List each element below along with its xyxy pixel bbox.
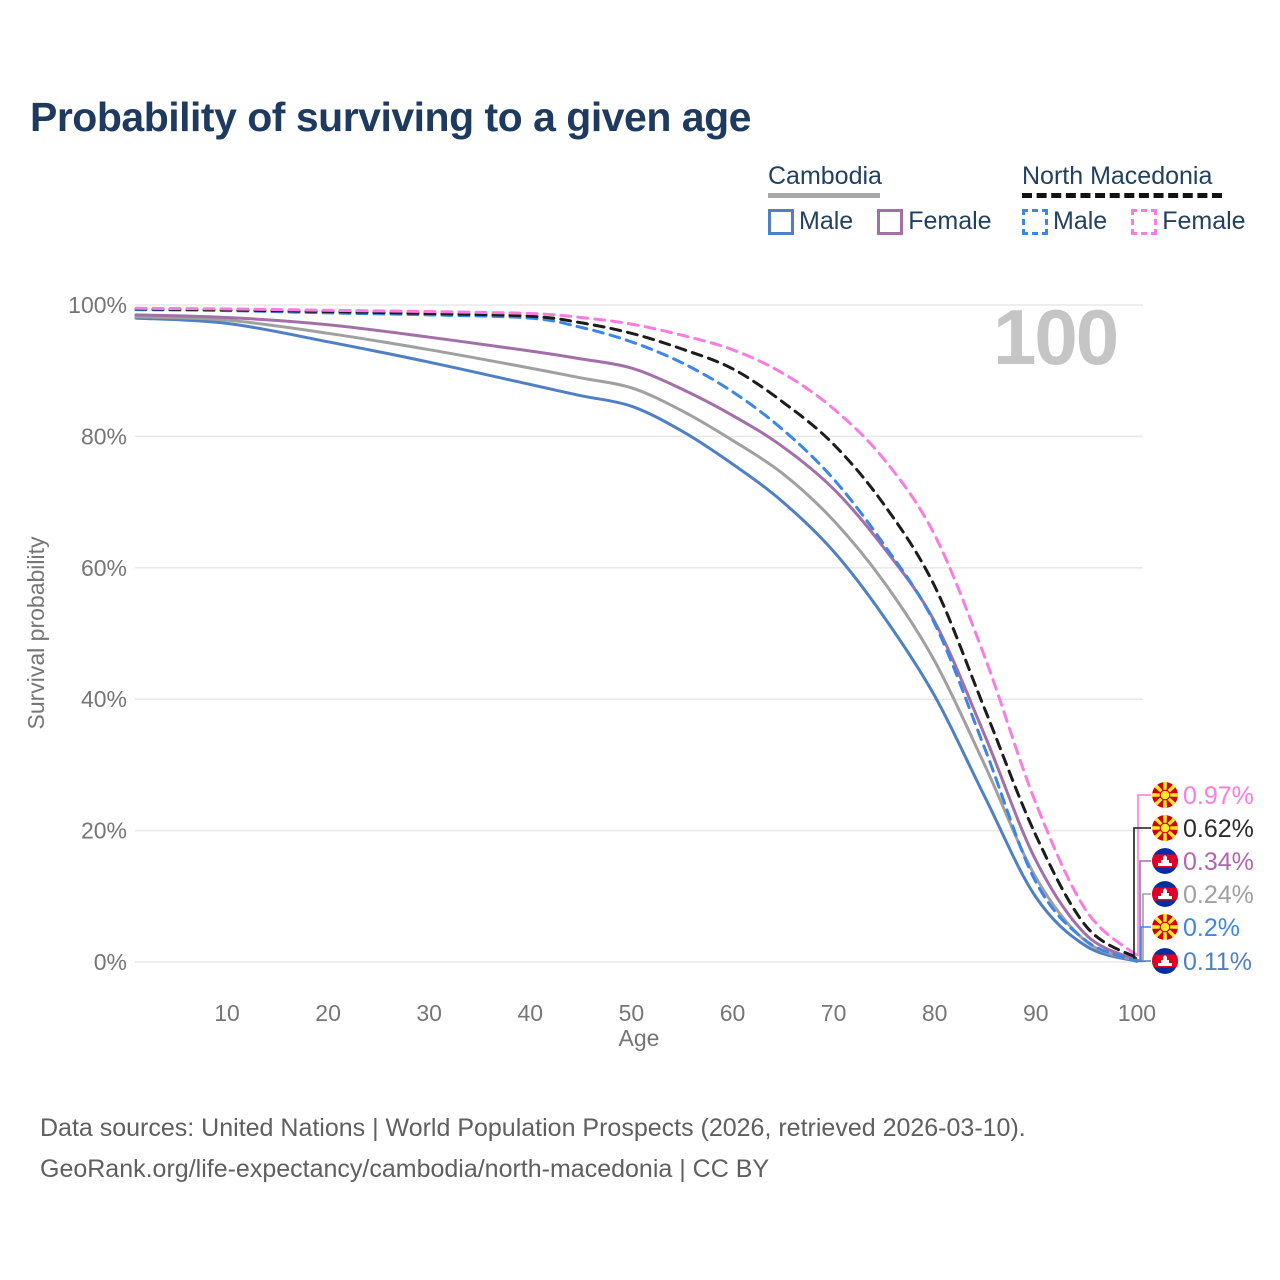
series-line-north-macedonia-overall [134,307,1139,960]
end-value-label-cambodia-overall: 0.24% [1183,881,1254,909]
end-value-label-north-macedonia-overall: 0.62% [1183,815,1254,843]
leader-line-north-macedonia-overall [1133,827,1151,959]
legend-country-label: Cambodia [768,162,882,190]
footer: Data sources: United Nations | World Pop… [40,1108,1026,1190]
series-line-cambodia-female [134,313,1139,962]
data-sources-text: Data sources: United Nations | World Pop… [40,1114,1026,1142]
legend-country-line-sample [768,193,880,198]
legend-item-label: Male [1053,207,1108,235]
y-axis-tick-labels: 0% 20% 40% 60% 80% 100% [68,292,127,975]
x-tick-label: 80 [922,1000,948,1026]
y-tick-label: 20% [81,818,127,844]
x-tick-label: 20 [315,1000,341,1026]
line-swatch-icon [1022,208,1048,235]
leader-line-north-macedonia-male [1136,926,1151,962]
series-line-cambodia-overall [134,315,1139,962]
series-line-cambodia-male [134,316,1139,963]
age-watermark: 100 [993,293,1119,381]
line-swatch-icon [1131,208,1158,235]
legend-country-line-sample [1022,193,1222,198]
y-axis-title: Survival probability [23,536,49,730]
y-tick-label: 100% [68,292,127,318]
y-tick-label: 80% [81,423,127,449]
x-tick-label: 60 [720,1000,746,1026]
x-tick-label: 40 [518,1000,544,1026]
legend-group-north-macedonia: North Macedonia Male Female [1022,162,1270,236]
y-tick-label: 0% [94,949,127,975]
legend-group-cambodia: Cambodia Male Female [768,162,1016,236]
cambodia-flag-icon [1152,848,1178,874]
cambodia-flag-icon [1152,881,1178,907]
legend-country-label: North Macedonia [1022,162,1213,190]
x-tick-label: 50 [619,1000,645,1026]
attribution-text: GeoRank.org/life-expectancy/cambodia/nor… [40,1155,770,1183]
north-macedonia-flag-icon [1152,815,1178,841]
end-value-label-cambodia-female: 0.34% [1183,848,1254,876]
legend-item-north-macedonia-male[interactable]: Male [1022,207,1107,236]
series-line-north-macedonia-male [134,308,1139,963]
end-value-label-north-macedonia-female: 0.97% [1183,782,1254,810]
x-axis-title: Age [619,1025,660,1051]
x-axis-tick-labels: 10 20 30 40 50 60 70 80 90 100 [214,1000,1156,1026]
cambodia-flag-icon [1152,948,1178,974]
north-macedonia-flag-icon [1152,914,1178,940]
end-value-annotations: 0.97% 0.62% 0.34% 0.24% 0.2% 0.11% [1133,782,1254,976]
series-lines [134,306,1139,963]
legend-item-north-macedonia-female[interactable]: Female [1131,207,1246,236]
legend-item-label: Female [908,207,992,235]
legend-item-cambodia-male[interactable]: Male [768,207,853,236]
x-tick-label: 10 [214,1000,240,1026]
legend-item-label: Male [799,207,854,235]
end-value-label-cambodia-male: 0.11% [1183,948,1252,976]
gridlines [135,304,1143,963]
y-tick-label: 40% [81,686,127,712]
page-title: Probability of surviving to a given age [30,94,751,140]
x-tick-label: 90 [1023,1000,1049,1026]
line-swatch-icon [768,208,794,235]
y-tick-label: 60% [81,555,127,581]
legend-item-cambodia-female[interactable]: Female [877,207,992,236]
line-swatch-icon [877,208,904,235]
x-tick-label: 100 [1118,1000,1156,1026]
legend-item-label: Female [1162,207,1246,235]
north-macedonia-flag-icon [1152,782,1178,808]
x-tick-label: 30 [416,1000,442,1026]
end-value-label-north-macedonia-male: 0.2% [1183,914,1240,942]
x-tick-label: 70 [821,1000,847,1026]
series-line-north-macedonia-female [134,306,1139,958]
leader-line-north-macedonia-female [1136,794,1151,957]
leader-line-cambodia-female [1136,860,1151,961]
